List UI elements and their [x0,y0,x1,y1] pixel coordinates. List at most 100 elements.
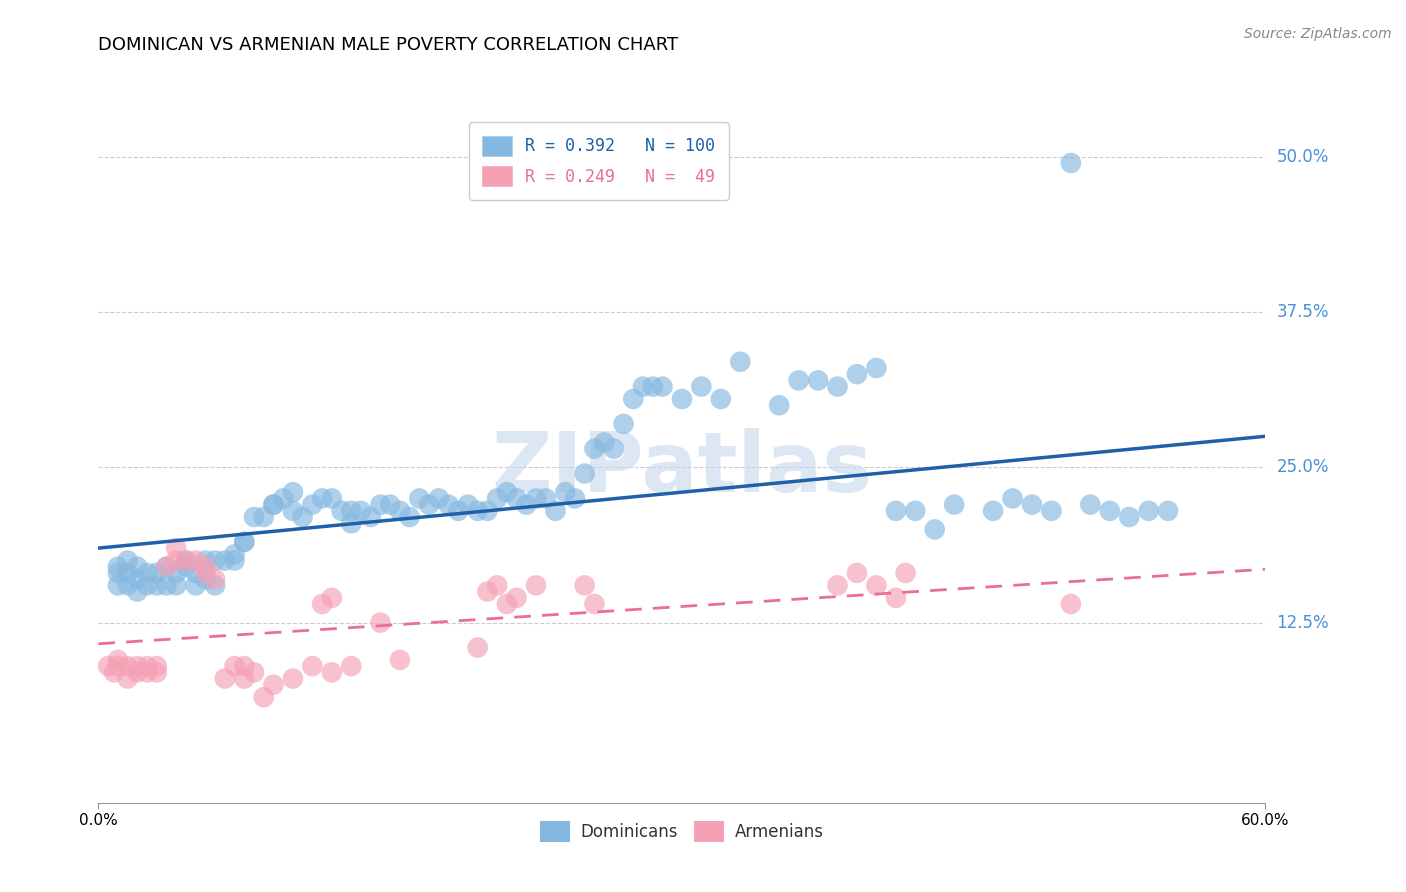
Point [865,578,887,592]
Point [174,553,197,567]
Point [107,578,129,592]
Point [194,553,217,567]
Point [827,578,849,592]
Point [467,640,489,655]
Point [204,572,226,586]
Point [496,485,519,500]
Point [136,665,159,680]
Point [107,659,129,673]
Point [564,491,586,506]
Point [388,653,411,667]
Point [515,498,537,512]
Point [437,498,460,512]
Point [408,491,430,506]
Point [1137,504,1160,518]
Point [117,578,139,592]
Point [136,578,159,592]
Point [330,504,353,518]
Text: DOMINICAN VS ARMENIAN MALE POVERTY CORRELATION CHART: DOMINICAN VS ARMENIAN MALE POVERTY CORRE… [98,36,679,54]
Point [447,504,470,518]
Point [204,578,226,592]
Point [534,491,557,506]
Point [194,572,217,586]
Point [370,615,392,630]
Point [233,672,256,686]
Text: 12.5%: 12.5% [1277,614,1329,632]
Point [146,566,169,580]
Point [1060,597,1083,611]
Point [904,504,927,518]
Point [943,498,966,512]
Point [321,591,343,605]
Point [467,504,489,518]
Point [194,559,217,574]
Point [505,591,527,605]
Point [613,417,636,431]
Point [281,672,304,686]
Point [574,467,596,481]
Point [321,665,343,680]
Point [380,498,402,512]
Point [544,504,567,518]
Point [710,392,733,406]
Point [146,578,169,592]
Point [127,559,149,574]
Point [107,559,129,574]
Point [127,659,149,673]
Point [311,491,333,506]
Point [184,553,207,567]
Point [321,491,343,506]
Point [107,566,129,580]
Point [603,442,626,456]
Point [243,665,266,680]
Point [388,504,411,518]
Point [554,485,576,500]
Point [690,379,713,393]
Point [884,504,907,518]
Text: Source: ZipAtlas.com: Source: ZipAtlas.com [1244,27,1392,41]
Point [224,553,246,567]
Point [155,559,177,574]
Point [730,355,752,369]
Point [427,491,450,506]
Point [117,553,139,567]
Point [350,504,373,518]
Point [262,498,284,512]
Point [204,553,226,567]
Point [165,541,187,555]
Point [194,566,217,580]
Point [224,547,246,561]
Point [262,678,284,692]
Point [894,566,917,580]
Point [981,504,1004,518]
Point [1157,504,1180,518]
Point [262,498,284,512]
Point [214,553,236,567]
Point [846,566,869,580]
Point [271,491,294,506]
Point [1080,498,1102,512]
Point [281,485,304,500]
Point [418,498,440,512]
Point [574,578,596,592]
Point [486,491,509,506]
Point [233,534,256,549]
Point [301,659,323,673]
Point [184,566,207,580]
Point [136,566,159,580]
Text: 25.0%: 25.0% [1277,458,1329,476]
Legend: Dominicans, Armenians: Dominicans, Armenians [531,814,832,850]
Point [243,510,266,524]
Point [477,584,499,599]
Point [184,578,207,592]
Point [136,659,159,673]
Point [505,491,527,506]
Point [641,379,664,393]
Point [127,584,149,599]
Point [1001,491,1024,506]
Point [291,510,314,524]
Point [174,553,197,567]
Point [631,379,654,393]
Point [457,498,479,512]
Point [583,442,606,456]
